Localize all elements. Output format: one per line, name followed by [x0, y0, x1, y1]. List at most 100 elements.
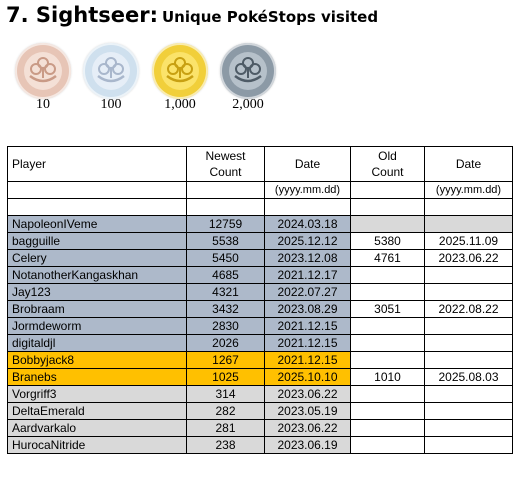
date-cell: 2023.06.22 — [264, 419, 351, 437]
format-cell-empty — [350, 181, 425, 199]
old-date-cell — [424, 215, 513, 233]
player-cell: Aardvarkalo — [7, 419, 187, 437]
sightseer-badge-icon — [234, 57, 262, 83]
old-date-cell: 2025.08.03 — [424, 368, 513, 386]
table-row: DeltaEmerald 282 2023.05.19 — [7, 402, 513, 420]
medal-threshold-label: 100 — [100, 97, 122, 112]
date-cell: 2022.07.27 — [264, 283, 351, 301]
sightseer-badge-icon — [166, 57, 194, 83]
old-count-cell: 5380 — [350, 232, 425, 250]
old-count-cell — [350, 402, 425, 420]
table-row: NapoleonIVeme 12759 2024.03.18 — [7, 215, 513, 233]
newest-count-cell: 5538 — [186, 232, 265, 250]
title-number-name: 7. Sightseer: — [6, 3, 158, 27]
player-cell: digitaldjl — [7, 334, 187, 352]
date-cell: 2024.03.18 — [264, 215, 351, 233]
newest-count-cell: 2830 — [186, 317, 265, 335]
date-cell: 2023.08.29 — [264, 300, 351, 318]
medal-bronze — [15, 43, 71, 99]
player-cell: Branebs — [7, 368, 187, 386]
header-date: Date — [264, 146, 351, 182]
player-cell: Celery — [7, 249, 187, 267]
player-cell: Jormdeworm — [7, 317, 187, 335]
date-format-row: (yyyy.mm.dd) (yyyy.mm.dd) — [7, 181, 513, 199]
newest-count-cell: 3432 — [186, 300, 265, 318]
old-count-cell: 3051 — [350, 300, 425, 318]
old-count-cell — [350, 351, 425, 369]
player-cell: bagguille — [7, 232, 187, 250]
newest-count-cell: 1267 — [186, 351, 265, 369]
medal-silver — [83, 43, 139, 99]
player-cell: NotanotherKangaskhan — [7, 266, 187, 284]
player-cell: HurocaNitride — [7, 436, 187, 454]
newest-count-cell: 4321 — [186, 283, 265, 301]
newest-count-cell: 2026 — [186, 334, 265, 352]
date-cell: 2021.12.17 — [264, 266, 351, 284]
header-newest-count: Newest Count — [186, 146, 265, 182]
newest-count-cell: 4685 — [186, 266, 265, 284]
player-cell: NapoleonIVeme — [7, 215, 187, 233]
old-date-cell: 2025.11.09 — [424, 232, 513, 250]
table-row: Jay123 4321 2022.07.27 — [7, 283, 513, 301]
player-cell: Vorgriff3 — [7, 385, 187, 403]
table-row: HurocaNitride 238 2023.06.19 — [7, 436, 513, 454]
old-count-cell: 1010 — [350, 368, 425, 386]
table-row: Aardvarkalo 281 2023.06.22 — [7, 419, 513, 437]
date-cell: 2021.12.15 — [264, 334, 351, 352]
old-count-cell — [350, 419, 425, 437]
old-count-cell — [350, 266, 425, 284]
newest-count-cell: 12759 — [186, 215, 265, 233]
header-old-count: Old Count — [350, 146, 425, 182]
table-row: NotanotherKangaskhan 4685 2021.12.17 — [7, 266, 513, 284]
newest-count-cell: 238 — [186, 436, 265, 454]
page-title: 7. Sightseer: Unique PokéStops visited — [6, 3, 378, 27]
table-row: Branebs 1025 2025.10.10 1010 2025.08.03 — [7, 368, 513, 386]
title-subtitle: Unique PokéStops visited — [161, 8, 379, 26]
date-format-label: (yyyy.mm.dd) — [264, 181, 351, 199]
header-player: Player — [7, 146, 187, 182]
date-cell: 2025.12.12 — [264, 232, 351, 250]
old-count-cell — [350, 385, 425, 403]
newest-count-cell: 5450 — [186, 249, 265, 267]
table-row: Brobraam 3432 2023.08.29 3051 2022.08.22 — [7, 300, 513, 318]
spacer-row — [7, 198, 513, 216]
newest-count-cell: 282 — [186, 402, 265, 420]
header-date2: Date — [424, 146, 513, 182]
player-cell: DeltaEmerald — [7, 402, 187, 420]
old-date-cell: 2023.06.22 — [424, 249, 513, 267]
old-count-cell — [350, 317, 425, 335]
player-cell: Bobbyjack8 — [7, 351, 187, 369]
old-date-cell — [424, 266, 513, 284]
header-old-line2: Count — [371, 165, 404, 179]
old-count-cell — [350, 215, 425, 233]
player-cell: Jay123 — [7, 283, 187, 301]
table-row: digitaldjl 2026 2021.12.15 — [7, 334, 513, 352]
format-cell-empty — [7, 181, 187, 199]
date-cell: 2023.05.19 — [264, 402, 351, 420]
table-row: bagguille 5538 2025.12.12 5380 2025.11.09 — [7, 232, 513, 250]
old-date-cell: 2022.08.22 — [424, 300, 513, 318]
medal-platinum — [220, 43, 276, 99]
old-date-cell — [424, 385, 513, 403]
newest-count-cell: 281 — [186, 419, 265, 437]
old-count-cell — [350, 283, 425, 301]
date-cell: 2025.10.10 — [264, 368, 351, 386]
player-cell: Brobraam — [7, 300, 187, 318]
sightseer-badge-icon — [29, 57, 57, 83]
old-date-cell — [424, 402, 513, 420]
ranking-table: Player Newest Count Date Old Count Date … — [7, 146, 513, 454]
medal-threshold-label: 1,000 — [164, 97, 196, 112]
date-cell: 2023.12.08 — [264, 249, 351, 267]
medal-threshold-label: 10 — [36, 97, 50, 112]
old-date-cell — [424, 334, 513, 352]
newest-count-cell: 314 — [186, 385, 265, 403]
old-count-cell: 4761 — [350, 249, 425, 267]
table-row: Celery 5450 2023.12.08 4761 2023.06.22 — [7, 249, 513, 267]
header-newest-line2: Count — [209, 165, 242, 179]
old-count-cell — [350, 436, 425, 454]
sightseer-badge-icon — [97, 57, 125, 83]
medal-threshold-label: 2,000 — [232, 97, 264, 112]
old-date-cell — [424, 283, 513, 301]
old-date-cell — [424, 419, 513, 437]
header-newest-line1: Newest — [205, 149, 246, 163]
